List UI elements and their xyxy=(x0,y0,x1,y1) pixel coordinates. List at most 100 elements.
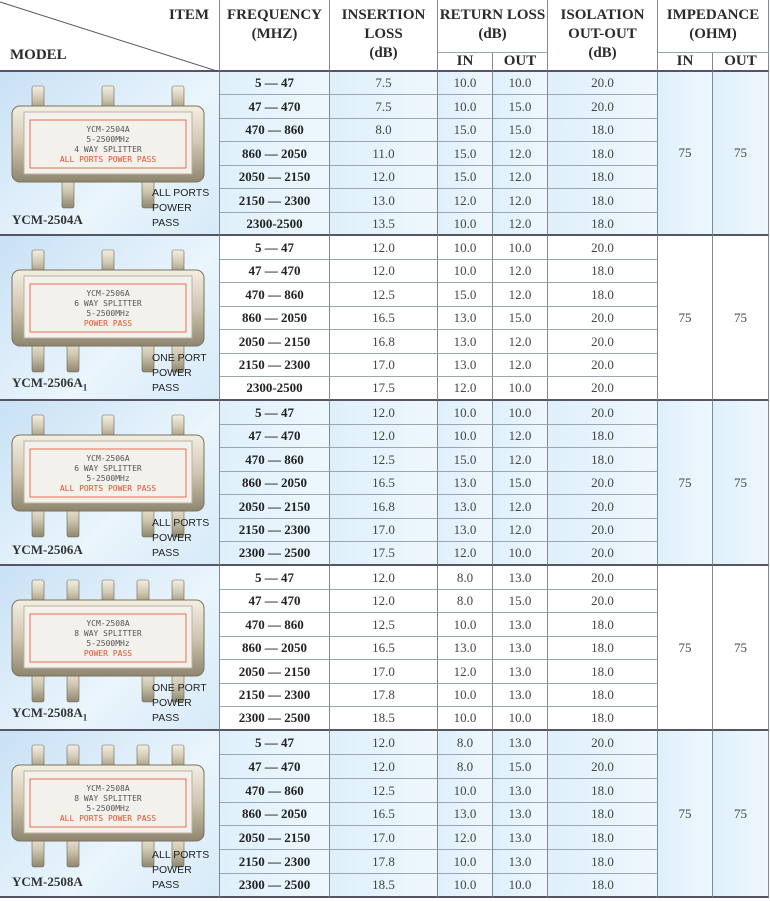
frequency-cell: 470 — 860 xyxy=(220,119,330,142)
frequency-cell: 470 — 860 xyxy=(220,448,330,472)
device-label-text: 5-2500MHz xyxy=(86,639,130,648)
isolation-cell: 18.0 xyxy=(548,142,658,166)
device-label-text: 5-2500MHz xyxy=(86,135,130,144)
return-loss-out-cell: 12.0 xyxy=(493,213,548,236)
power-pass-note: ONE PORT POWER PASS xyxy=(152,681,219,726)
return-loss-out-cell: 13.0 xyxy=(493,637,548,660)
isolation-cell: 20.0 xyxy=(548,590,658,613)
isolation-cell: 20.0 xyxy=(548,566,658,590)
return-loss-in-cell: 10.0 xyxy=(438,874,493,898)
return-loss-in-cell: 15.0 xyxy=(438,283,493,307)
power-pass-note: ALL PORTS POWER PASS xyxy=(152,186,219,231)
return-loss-in-cell: 13.0 xyxy=(438,330,493,354)
return-loss-out-cell: 10.0 xyxy=(493,377,548,401)
header-impedance-out-label: OUT xyxy=(724,53,757,69)
model-cell: YCM-2508A 8 WAY SPLITTER 5-2500MHz POWER PA… xyxy=(0,566,220,731)
isolation-cell: 18.0 xyxy=(548,684,658,707)
frequency-cell: 860 — 2050 xyxy=(220,803,330,826)
device-label-text: 6 WAY SPLITTER xyxy=(74,299,142,308)
frequency-cell: 47 — 470 xyxy=(220,425,330,448)
isolation-cell: 20.0 xyxy=(548,72,658,95)
frequency-cell: 2300 — 2500 xyxy=(220,707,330,731)
isolation-cell: 18.0 xyxy=(548,637,658,660)
device-label-text: 5-2500MHz xyxy=(86,804,130,813)
return-loss-in-cell: 10.0 xyxy=(438,213,493,236)
device-label-text: 5-2500MHz xyxy=(86,474,130,483)
insertion-loss-cell: 7.5 xyxy=(330,95,438,119)
header-frequency-line: (MHZ) xyxy=(251,26,298,42)
return-loss-out-cell: 13.0 xyxy=(493,566,548,590)
insertion-loss-cell: 12.5 xyxy=(330,448,438,472)
isolation-cell: 18.0 xyxy=(548,119,658,142)
header-return-loss-in: IN xyxy=(438,53,493,72)
isolation-cell: 20.0 xyxy=(548,236,658,260)
power-pass-line: POWER PASS xyxy=(152,367,192,394)
power-pass-note: ALL PORTS POWER PASS xyxy=(152,848,219,893)
return-loss-out-cell: 12.0 xyxy=(493,166,548,189)
isolation-cell: 20.0 xyxy=(548,731,658,755)
frequency-cell: 470 — 860 xyxy=(220,283,330,307)
insertion-loss-cell: 11.0 xyxy=(330,142,438,166)
insertion-loss-cell: 17.8 xyxy=(330,850,438,874)
return-loss-in-cell: 15.0 xyxy=(438,142,493,166)
insertion-loss-cell: 18.5 xyxy=(330,874,438,898)
power-pass-line: ALL PORTS xyxy=(152,517,210,529)
header-return-loss-out-label: OUT xyxy=(503,53,537,69)
header-isolation: ISOLATION OUT-OUT (dB) xyxy=(548,0,658,72)
isolation-cell: 18.0 xyxy=(548,707,658,731)
frequency-cell: 2300-2500 xyxy=(220,377,330,401)
header-return-line: (dB) xyxy=(478,26,507,42)
return-loss-in-cell: 13.0 xyxy=(438,354,493,377)
isolation-cell: 20.0 xyxy=(548,401,658,425)
return-loss-out-cell: 13.0 xyxy=(493,731,548,755)
return-loss-in-cell: 8.0 xyxy=(438,755,493,779)
insertion-loss-cell: 16.5 xyxy=(330,637,438,660)
impedance-in-cell: 75 xyxy=(658,236,713,401)
device-label-text: 5-2500MHz xyxy=(86,309,130,318)
isolation-cell: 20.0 xyxy=(548,307,658,330)
frequency-cell: 470 — 860 xyxy=(220,613,330,637)
header-corner: ITEM MODEL xyxy=(0,0,220,72)
power-pass-line: ALL PORTS xyxy=(152,187,210,199)
header-return-loss-in-label: IN xyxy=(456,53,474,69)
return-loss-out-cell: 15.0 xyxy=(493,119,548,142)
model-name-text: YCM-2504A xyxy=(12,212,83,227)
insertion-loss-cell: 13.0 xyxy=(330,189,438,213)
header-return-loss-out: OUT xyxy=(493,53,548,72)
frequency-cell: 2050 — 2150 xyxy=(220,166,330,189)
return-loss-in-cell: 8.0 xyxy=(438,590,493,613)
return-loss-out-cell: 12.0 xyxy=(493,330,548,354)
impedance-out-cell: 75 xyxy=(713,731,769,898)
insertion-loss-cell: 17.0 xyxy=(330,660,438,684)
header-impedance-in: IN xyxy=(658,53,713,72)
insertion-loss-cell: 17.5 xyxy=(330,542,438,566)
frequency-cell: 2050 — 2150 xyxy=(220,330,330,354)
return-loss-out-cell: 10.0 xyxy=(493,707,548,731)
frequency-cell: 47 — 470 xyxy=(220,260,330,283)
header-insertion-loss: INSERTION LOSS (dB) xyxy=(330,0,438,72)
model-name: YCM-2508A1 xyxy=(12,705,87,723)
return-loss-out-cell: 12.0 xyxy=(493,448,548,472)
return-loss-out-cell: 15.0 xyxy=(493,472,548,495)
power-pass-note: ONE PORT POWER PASS xyxy=(152,351,219,396)
isolation-cell: 18.0 xyxy=(548,166,658,189)
power-pass-line: ONE PORT xyxy=(152,682,207,694)
frequency-cell: 2150 — 2300 xyxy=(220,189,330,213)
return-loss-in-cell: 12.0 xyxy=(438,377,493,401)
insertion-loss-cell: 12.0 xyxy=(330,731,438,755)
return-loss-in-cell: 13.0 xyxy=(438,472,493,495)
return-loss-in-cell: 15.0 xyxy=(438,119,493,142)
return-loss-in-cell: 13.0 xyxy=(438,307,493,330)
return-loss-in-cell: 15.0 xyxy=(438,448,493,472)
header-impedance: IMPEDANCE (OHM) xyxy=(658,0,769,53)
insertion-loss-cell: 16.5 xyxy=(330,472,438,495)
isolation-cell: 20.0 xyxy=(548,330,658,354)
return-loss-out-cell: 12.0 xyxy=(493,519,548,542)
frequency-cell: 2150 — 2300 xyxy=(220,519,330,542)
device-label-text: POWER PASS xyxy=(84,649,132,658)
isolation-cell: 18.0 xyxy=(548,283,658,307)
insertion-loss-cell: 12.0 xyxy=(330,166,438,189)
isolation-cell: 20.0 xyxy=(548,95,658,119)
